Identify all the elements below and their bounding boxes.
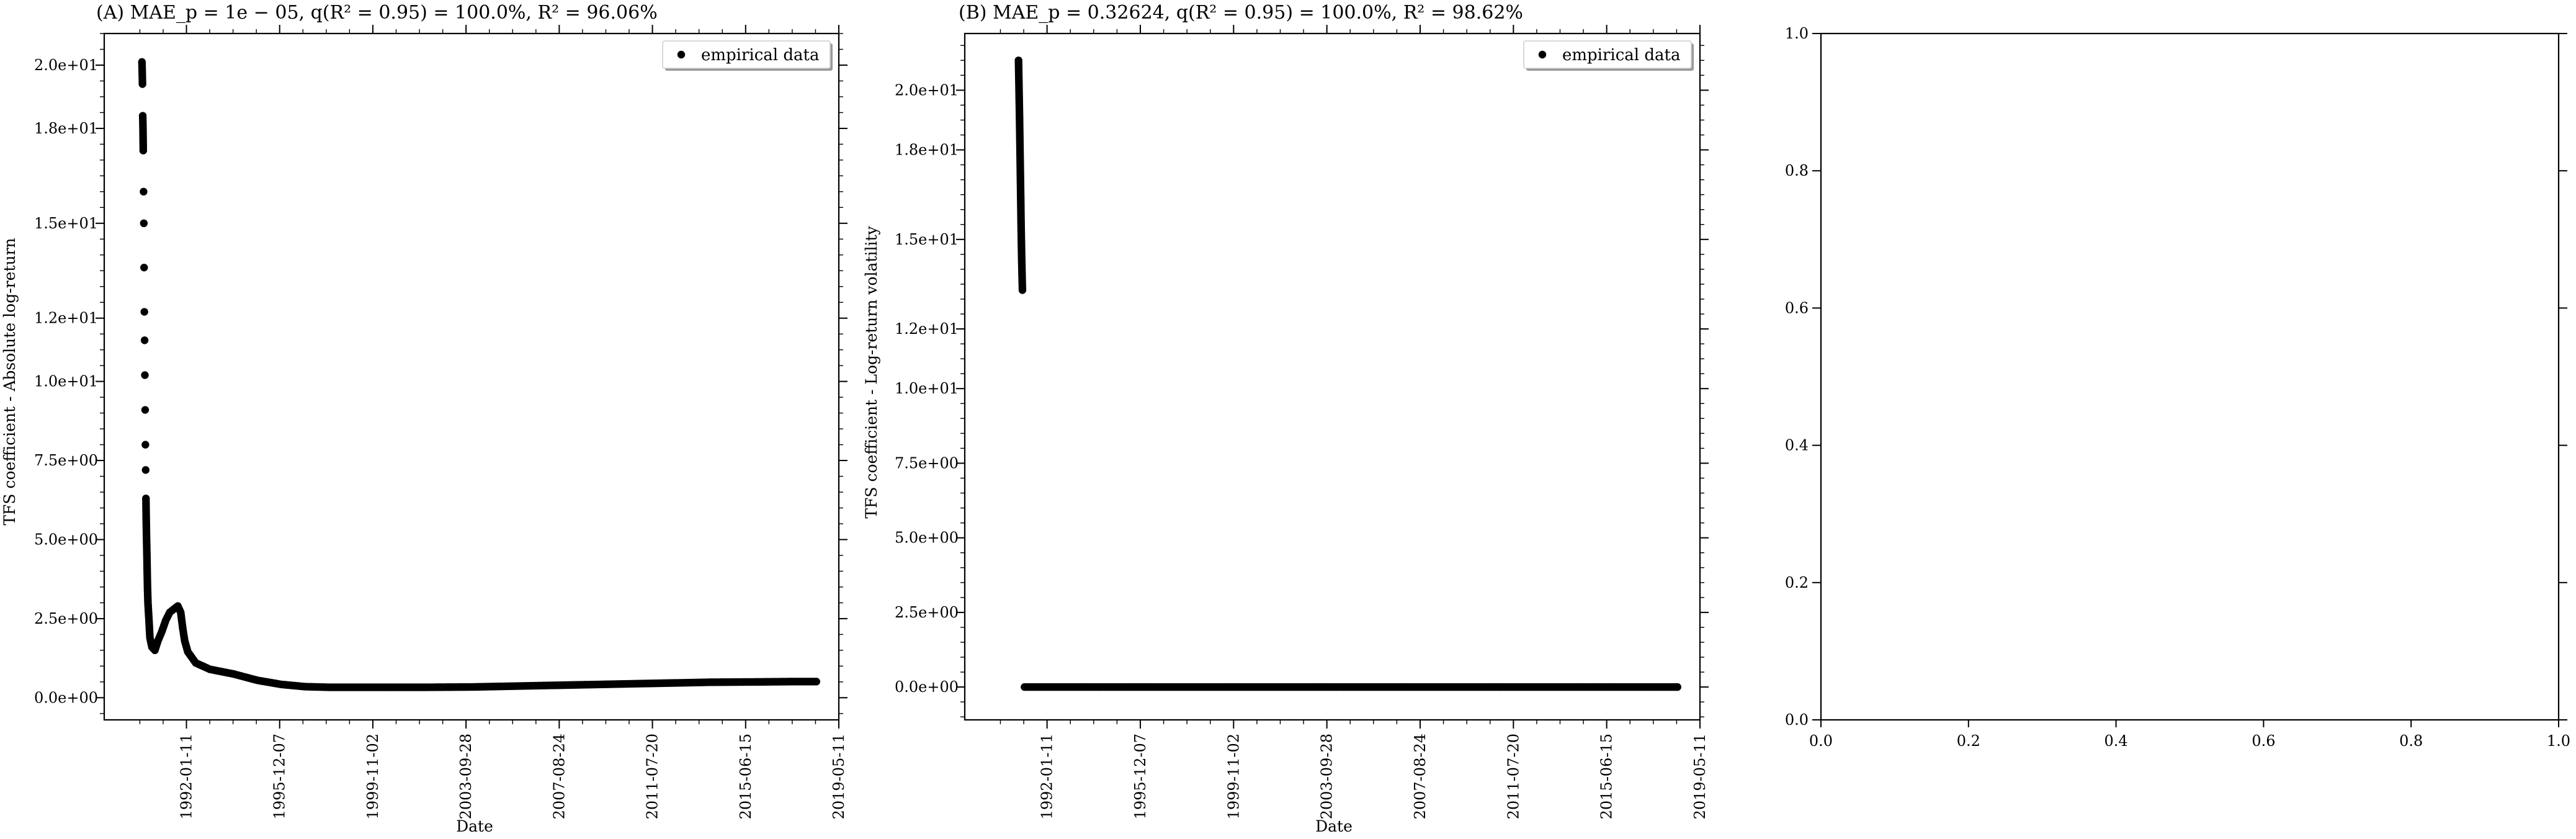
x-tick-label: 1999-11-02 [1225, 734, 1242, 819]
y-tick-label: 0.0e+00 [34, 689, 98, 706]
data-point [1671, 683, 1679, 691]
y-tick-label: 2.0e+01 [895, 81, 959, 99]
x-tick-label: 2019-05-11 [830, 734, 847, 819]
y-tick-label: 7.5e+00 [895, 454, 959, 472]
axes-frame [103, 32, 840, 721]
x-tick-label: 2007-08-24 [1411, 734, 1429, 819]
x-tick-label: 2003-09-28 [457, 734, 475, 819]
y-tick-label: 1.5e+01 [895, 231, 959, 248]
x-tick-label: 0.6 [2252, 732, 2275, 750]
x-tick-label: 1999-11-02 [364, 734, 382, 819]
x-tick-label: 2011-07-20 [1505, 734, 1522, 819]
x-tick-label: 2019-05-11 [1691, 734, 1709, 819]
panel-b-xlabel: Date [1315, 817, 1353, 835]
x-tick-label: 2003-09-28 [1318, 734, 1336, 819]
data-point [140, 336, 149, 344]
y-tick-label: 0.0e+00 [895, 678, 959, 696]
legend-box [1523, 40, 1692, 69]
panel-a-title: (A) MAE_p = 1e − 05, q(R² = 0.95) = 100.… [96, 2, 658, 24]
data-point [1018, 284, 1027, 292]
y-tick-label: 1.0 [1785, 25, 1809, 42]
data-point [141, 466, 150, 474]
axes-frame [964, 32, 1701, 721]
x-tick-label: 1.0 [2547, 732, 2570, 750]
legend-box [662, 40, 831, 69]
panel-a: (A) MAE_p = 1e − 05, q(R² = 0.95) = 100.… [1, 2, 847, 835]
panel-b-ylabel: TFS coefficient - Log-return volatility [862, 226, 880, 519]
data-point [140, 187, 148, 196]
y-tick-label: 1.8e+01 [34, 120, 98, 137]
y-tick-label: 1.2e+01 [34, 310, 98, 327]
y-tick-label: 1.2e+01 [895, 320, 959, 338]
y-tick-label: 0.8 [1785, 162, 1809, 179]
x-tick-label: 0.0 [1809, 732, 1833, 750]
data-point [138, 78, 146, 86]
legend-marker [1538, 50, 1547, 59]
x-tick-label: 0.8 [2399, 732, 2423, 750]
x-tick-label: 1995-12-07 [271, 734, 288, 819]
data-point [810, 678, 818, 686]
y-tick-label: 5.0e+00 [34, 531, 98, 548]
y-tick-label: 1.5e+01 [34, 215, 98, 232]
data-point [141, 406, 150, 414]
x-tick-label: 1992-01-11 [1039, 734, 1056, 819]
x-tick-label: 1992-01-11 [178, 734, 195, 819]
y-tick-label: 2.5e+00 [895, 604, 959, 621]
data-point [140, 219, 148, 228]
x-tick-label: 2011-07-20 [644, 734, 661, 819]
panel-a-ylabel: TFS coefficient - Absolute log-return [1, 238, 19, 525]
y-tick-label: 0.6 [1785, 299, 1809, 316]
x-tick-label: 2015-06-15 [1598, 734, 1616, 819]
panel-a-xlabel: Date [456, 817, 493, 835]
y-tick-label: 0.2 [1785, 574, 1809, 591]
panel-b-title: (B) MAE_p = 0.32624, q(R² = 0.95) = 100.… [959, 2, 1523, 24]
data-point [141, 371, 149, 379]
y-tick-label: 1.8e+01 [895, 141, 959, 159]
legend-marker [677, 50, 686, 59]
x-tick-label: 1995-12-07 [1132, 734, 1149, 819]
y-tick-label: 2.0e+01 [34, 56, 98, 74]
panel-c: 0.0 0.2 0.4 0.6 0.8 1.0 0.0 0.2 0.4 0.6 0.8 1.0 [1785, 25, 2570, 750]
data-point [140, 263, 148, 272]
x-tick-label: 0.4 [2104, 732, 2128, 750]
y-tick-label: 1.0e+01 [34, 373, 98, 390]
data-point [141, 441, 150, 449]
legend-label: empirical data [701, 46, 819, 65]
y-tick-label: 0.0 [1785, 711, 1809, 729]
axes-frame [1820, 32, 2560, 721]
legend-label: empirical data [1562, 46, 1680, 65]
y-tick-label: 7.5e+00 [34, 452, 98, 469]
y-tick-label: 1.0e+01 [895, 380, 959, 397]
y-tick-label: 0.4 [1785, 437, 1809, 454]
x-tick-label: 2015-06-15 [737, 734, 754, 819]
x-tick-label: 0.2 [1957, 732, 1980, 750]
x-tick-label: 2007-08-24 [550, 734, 568, 819]
y-tick-label: 2.5e+00 [34, 610, 98, 627]
y-tick-label: 5.0e+00 [895, 529, 959, 547]
data-point [140, 308, 148, 316]
panel-b: (B) MAE_p = 0.32624, q(R² = 0.95) = 100.… [862, 2, 1709, 835]
data-point [139, 145, 148, 153]
